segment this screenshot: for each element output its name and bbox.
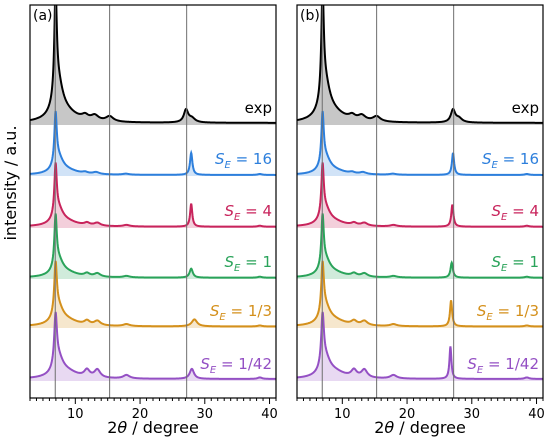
series-label-2: SE = 4 xyxy=(491,202,539,223)
series-line-2 xyxy=(30,162,276,228)
x-tick-label: 20 xyxy=(132,407,149,422)
series-label-1: SE = 16 xyxy=(482,150,539,171)
x-tick-label: 20 xyxy=(399,407,416,422)
x-tick-label: 30 xyxy=(197,407,214,422)
x-axis-label: 2θ / degree xyxy=(374,418,466,437)
series-fill-5 xyxy=(297,312,543,381)
series-label-4: SE = 1/3 xyxy=(477,302,539,323)
x-tick-label: 10 xyxy=(67,407,84,422)
series-line-5 xyxy=(30,311,276,380)
series-label-3: SE = 1 xyxy=(491,253,539,274)
series-fill-0 xyxy=(297,5,543,125)
series-fill-5 xyxy=(30,312,276,381)
series-line-4 xyxy=(297,260,543,328)
x-tick-label: 30 xyxy=(464,407,481,422)
panel-label: (a) xyxy=(33,8,53,24)
plot-frame xyxy=(29,4,277,399)
series-line-5 xyxy=(297,311,543,380)
series-line-0 xyxy=(30,5,276,124)
series-label-4: SE = 1/3 xyxy=(210,302,272,323)
series-label-3: SE = 1 xyxy=(224,253,272,274)
series-line-1 xyxy=(297,110,543,176)
x-axis-label: 2θ / degree xyxy=(107,418,199,437)
series-label-1: SE = 16 xyxy=(215,150,272,171)
x-tick-label: 40 xyxy=(261,407,278,422)
series-label-5: SE = 1/42 xyxy=(200,355,272,376)
series-line-1 xyxy=(30,110,276,176)
panel-a: 10 20 30 40 2θ / degree (a) exp SE = 16 SE = 4 SE… xyxy=(29,4,278,437)
series-line-0 xyxy=(297,5,543,124)
series-label-5: SE = 1/42 xyxy=(467,355,539,376)
y-axis-label: intensity / a.u. xyxy=(1,125,20,240)
series-label-0: exp xyxy=(245,99,272,117)
series-label-0: exp xyxy=(512,99,539,117)
series-fill-0 xyxy=(30,5,276,125)
series-line-4 xyxy=(30,260,276,328)
series-line-3 xyxy=(297,213,543,279)
plot-frame xyxy=(296,4,544,399)
series-label-2: SE = 4 xyxy=(224,202,272,223)
x-tick-label: 40 xyxy=(528,407,545,422)
series-line-2 xyxy=(297,162,543,228)
x-tick-label: 10 xyxy=(334,407,351,422)
panel-b: 10 20 30 40 2θ / degree (b) exp SE = 16 SE = 4 SE… xyxy=(296,4,545,437)
panel-label: (b) xyxy=(300,8,320,24)
series-line-3 xyxy=(30,213,276,279)
